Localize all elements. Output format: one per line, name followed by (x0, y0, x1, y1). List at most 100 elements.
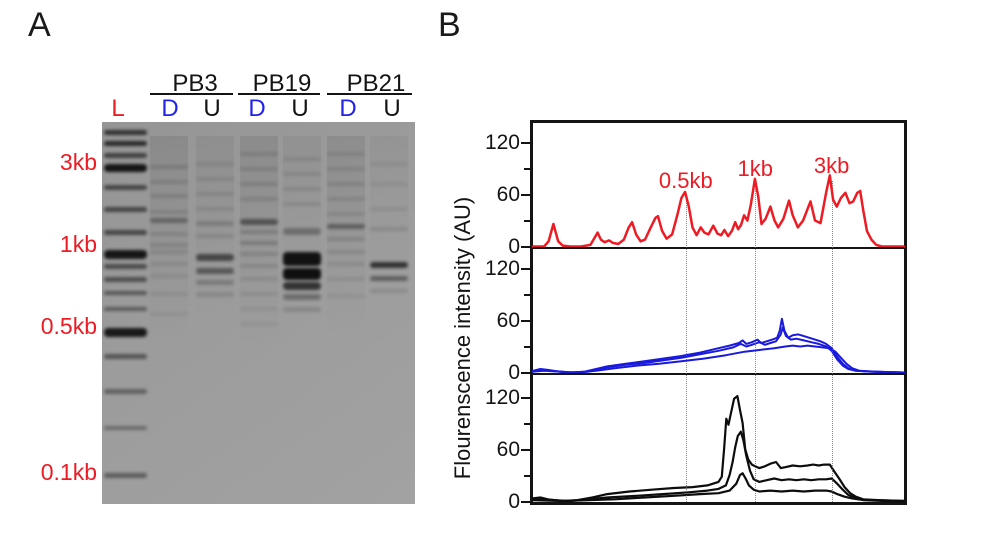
gel-band-L (104, 207, 147, 212)
y-tick-1-0 (521, 372, 530, 374)
y-tick-label-1-120: 120 (484, 257, 520, 280)
gel-band-L (104, 473, 147, 478)
gel-lane-smear-PB21-D (327, 136, 365, 341)
y-tick-1-30 (524, 346, 530, 348)
trace-ladder-L-L (531, 174, 906, 248)
gel-band-PB21-D (327, 294, 365, 298)
gel-band-PB19-U (283, 294, 321, 300)
gel-size-marker-0.5kb: 0.5kb (40, 313, 97, 339)
gel-band-L (104, 291, 147, 295)
gel-band-PB19-D (240, 152, 278, 156)
gel-band-PB21-D (327, 237, 365, 241)
kb-refline-1kb (755, 185, 757, 502)
gel-band-PB3-U (196, 292, 234, 297)
y-tick-label-0-60: 60 (496, 183, 520, 206)
panel-divider-1 (533, 247, 904, 249)
gel-band-PB3-U (196, 254, 234, 261)
gel-band-PB19-U (283, 268, 321, 280)
gel-band-PB3-D (150, 292, 188, 296)
y-tick-label-2-120: 120 (484, 386, 520, 409)
kb-annotation-0.5kb: 0.5kb (658, 168, 713, 193)
gel-band-L (104, 164, 147, 172)
gel-band-PB21-D (327, 152, 365, 156)
y-tick-2-0 (521, 501, 530, 503)
gel-band-L (104, 264, 147, 269)
gel-band-PB19-D (240, 277, 278, 281)
gel-band-PB21-U (370, 207, 408, 211)
y-tick-0-0 (521, 246, 530, 248)
gel-band-PB21-D (327, 212, 365, 216)
y-tick-0-120 (521, 142, 530, 144)
gel-band-PB3-D (150, 218, 188, 223)
gel-band-PB3-D (150, 312, 188, 316)
gel-band-L (104, 328, 147, 337)
plot-box: 0.5kb 1kb 3kb (530, 120, 907, 505)
kb-refline-0.5kb (685, 195, 687, 502)
gel-band-PB19-D (240, 322, 278, 326)
gel-band-L (104, 354, 147, 359)
trace-plot (531, 174, 906, 503)
y-tick-0-60 (521, 194, 530, 196)
y-tick-label-2-0: 0 (508, 490, 520, 513)
y-tick-label-2-60: 60 (496, 438, 520, 461)
lane-group-label-PB3: PB3 (172, 70, 218, 97)
gel-size-marker-1kb: 1kb (59, 231, 97, 257)
y-tick-label-1-60: 60 (496, 309, 520, 332)
gel-band-PB3-U (196, 177, 234, 181)
gel-band-L (104, 141, 147, 146)
gel-band-L (104, 307, 147, 311)
trace-undigested-U-U1 (531, 395, 906, 503)
lane-group-label-PB21: PB21 (346, 70, 406, 97)
trace-digested-D-D3 (532, 344, 905, 374)
gel-band-PB3-D (150, 262, 188, 266)
gel-band-PB19-D (240, 219, 278, 225)
lane-letter-D-4: D (339, 95, 357, 122)
lane-group-underline-PB19 (238, 93, 320, 95)
gel-band-PB19-D (240, 241, 278, 245)
gel-image (102, 122, 415, 504)
y-tick-2-30 (524, 475, 530, 477)
y-tick-label-0-0: 0 (508, 235, 520, 258)
gel-band-L (104, 389, 147, 394)
gel-band-PB19-U (283, 252, 321, 266)
y-tick-0-30 (524, 220, 530, 222)
gel-band-PB21-U (370, 262, 408, 268)
gel-band-PB3-D (150, 232, 188, 236)
gel-band-PB3-U (196, 280, 234, 285)
gel-band-L (104, 426, 147, 430)
ladder-lane-label: L (111, 95, 125, 122)
gel-band-PB3-D (150, 165, 188, 169)
gel-band-PB19-U (283, 157, 321, 161)
lane-letter-D-0: D (161, 95, 179, 122)
gel-band-PB3-D (150, 194, 188, 198)
gel-band-PB21-D (327, 182, 365, 186)
y-tick-label-0-120: 120 (484, 131, 520, 154)
trace-undigested-U-U3 (531, 472, 906, 503)
gel-band-PB3-U (196, 234, 234, 238)
kb-refline-3kb (831, 181, 833, 502)
gel-band-PB19-D (240, 230, 278, 234)
gel-band-PB19-D (240, 264, 278, 268)
y-tick-1-90 (524, 294, 530, 296)
gel-size-marker-3kb: 3kb (59, 149, 97, 175)
gel-band-PB19-D (240, 307, 278, 311)
gel-band-PB19-U (283, 172, 321, 176)
gel-band-PB3-D (150, 210, 188, 214)
gel-band-PB21-D (327, 277, 365, 281)
gel-band-L (104, 130, 147, 135)
gel-lane-smear-PB19-D (240, 136, 278, 351)
gel-band-PB3-U (196, 162, 234, 166)
gel-band-PB21-U (370, 289, 408, 293)
gel-band-PB19-D (240, 292, 278, 296)
gel-lane-smear-PB21-U (370, 136, 408, 286)
gel-band-PB19-D (240, 197, 278, 201)
kb-annotation-3kb: 3kb (813, 153, 850, 178)
panel-divider-2 (533, 373, 904, 375)
lane-letter-U-1: U (203, 95, 221, 122)
gel-band-PB21-U (370, 276, 408, 281)
lane-group-underline-PB3 (150, 93, 233, 95)
gel-band-PB3-D (150, 250, 188, 254)
gel-band-PB19-D (240, 182, 278, 186)
gel-band-PB21-D (327, 197, 365, 201)
